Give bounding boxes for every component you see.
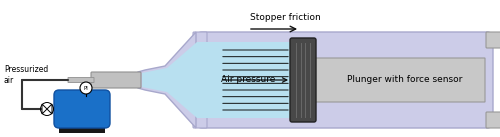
Polygon shape (42, 104, 47, 114)
FancyBboxPatch shape (312, 58, 485, 102)
Text: Pressurized
air: Pressurized air (4, 65, 48, 85)
Text: PI: PI (84, 85, 88, 91)
FancyBboxPatch shape (486, 112, 500, 128)
Text: Plunger with force sensor: Plunger with force sensor (348, 75, 463, 85)
Polygon shape (142, 42, 197, 118)
FancyBboxPatch shape (54, 90, 110, 128)
Text: Air pressure: Air pressure (221, 75, 275, 85)
Circle shape (80, 82, 92, 94)
FancyBboxPatch shape (59, 123, 105, 133)
FancyBboxPatch shape (197, 42, 295, 118)
FancyBboxPatch shape (193, 32, 207, 50)
FancyBboxPatch shape (68, 78, 94, 82)
FancyBboxPatch shape (290, 38, 316, 122)
Polygon shape (47, 104, 52, 114)
FancyBboxPatch shape (193, 110, 207, 128)
FancyBboxPatch shape (486, 32, 500, 48)
Polygon shape (138, 32, 196, 128)
FancyBboxPatch shape (196, 32, 493, 128)
Text: Stopper friction: Stopper friction (250, 13, 320, 22)
FancyBboxPatch shape (91, 72, 141, 88)
